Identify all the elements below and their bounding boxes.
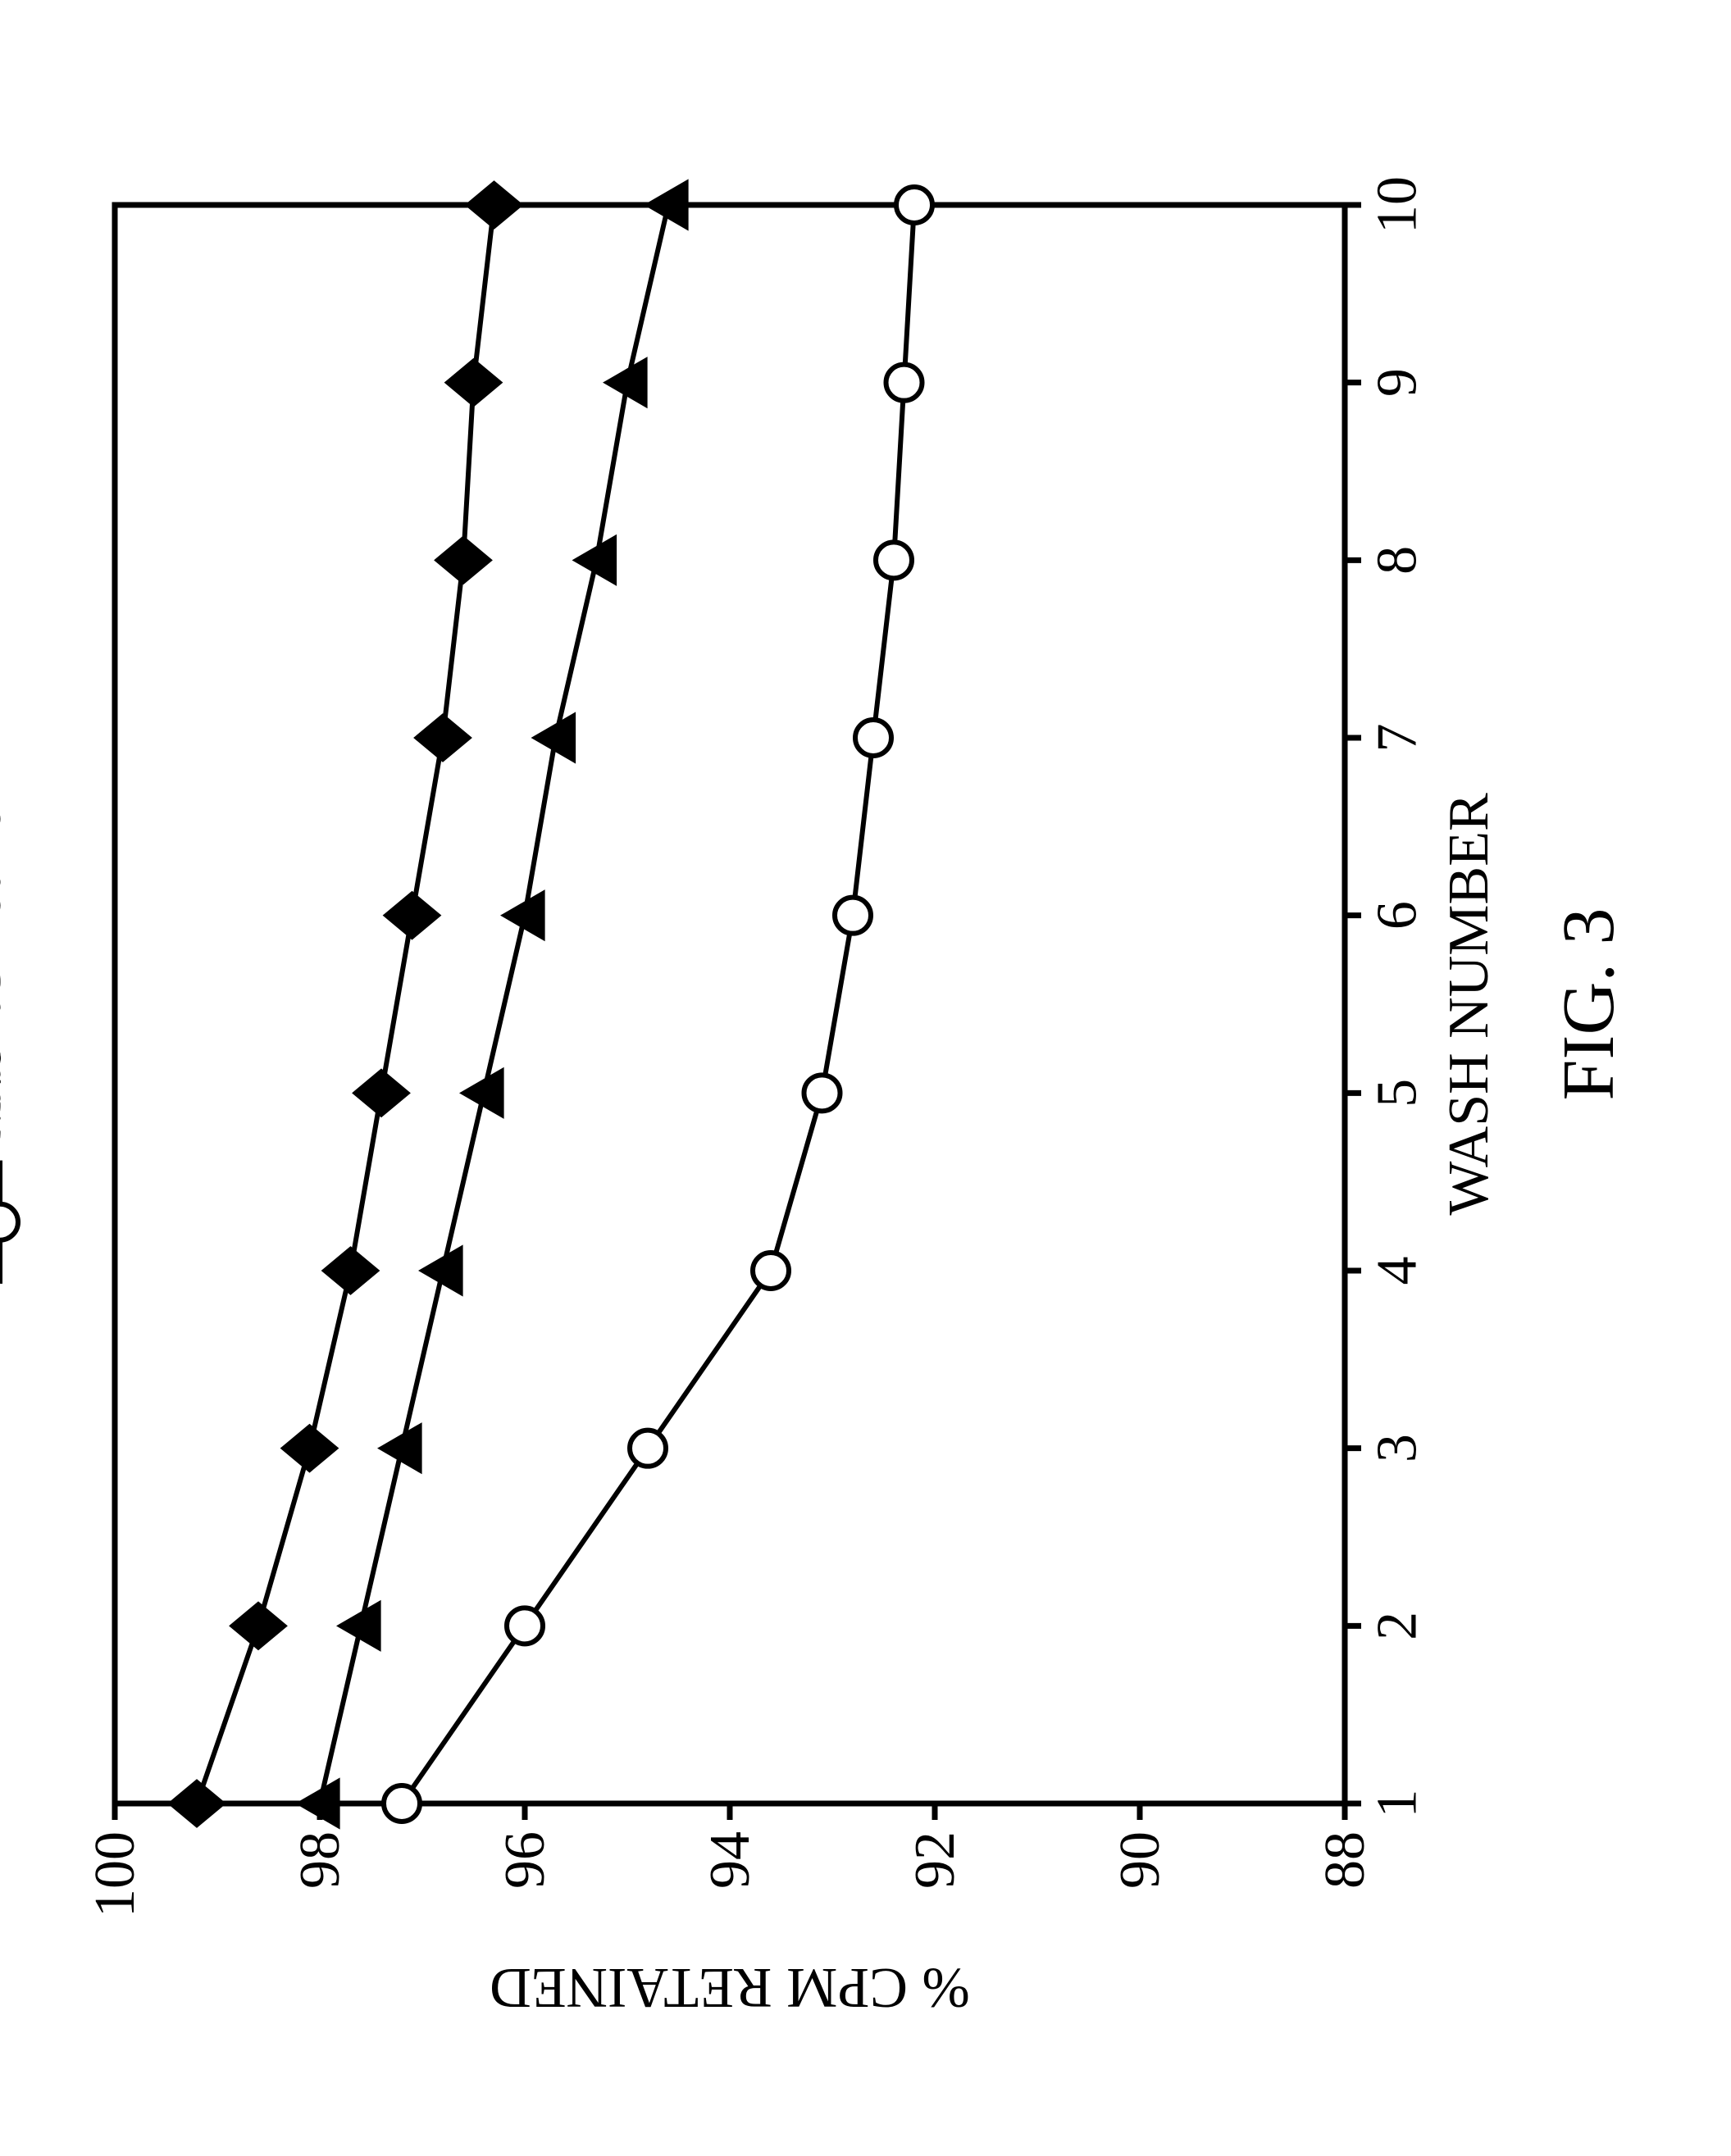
y-tick-label: 92 bbox=[904, 1831, 967, 1889]
x-tick-label: 1 bbox=[1366, 1790, 1429, 1818]
marker-circle-open bbox=[835, 898, 871, 934]
x-tick-label: 6 bbox=[1366, 901, 1429, 930]
x-tick-label: 10 bbox=[1366, 176, 1429, 234]
chart-svg: 1 2 3 4 5 6 7 8 9 10 88 90 92 94 96 98 100 WASH NUMBER % C… bbox=[0, 0, 1731, 2156]
marker-circle-open bbox=[630, 1431, 666, 1467]
y-axis-label: % CPM RETAINED bbox=[490, 1956, 970, 2019]
x-axis-label: WASH NUMBER bbox=[1437, 793, 1501, 1216]
marker-circle-open bbox=[507, 1608, 543, 1644]
y-tick-label: 90 bbox=[1109, 1831, 1172, 1889]
y-tick-label: 94 bbox=[699, 1831, 762, 1889]
y-tick-label: 96 bbox=[494, 1831, 557, 1889]
rotated-stage: 1 2 3 4 5 6 7 8 9 10 88 90 92 94 96 98 100 WASH NUMBER % C… bbox=[0, 0, 1731, 2156]
x-tick-label: 3 bbox=[1366, 1434, 1429, 1462]
y-tick-label: 100 bbox=[84, 1831, 147, 1917]
x-tick-label: 5 bbox=[1366, 1079, 1429, 1108]
x-tick-label: 4 bbox=[1366, 1257, 1429, 1285]
x-tick-label: 8 bbox=[1366, 546, 1429, 575]
marker-circle-open bbox=[804, 1075, 840, 1111]
marker-circle-open bbox=[753, 1253, 789, 1289]
marker-circle-open bbox=[886, 365, 922, 401]
marker-circle-open bbox=[384, 1785, 420, 1822]
figure-label: FIG. 3 bbox=[1548, 907, 1629, 1100]
marker-circle-open bbox=[876, 542, 912, 578]
marker-circle-open bbox=[0, 1204, 18, 1240]
x-tick-label: 7 bbox=[1366, 724, 1429, 753]
marker-circle-open bbox=[855, 720, 891, 756]
x-tick-label: 9 bbox=[1366, 368, 1429, 397]
y-tick-label: 98 bbox=[289, 1831, 352, 1889]
legend-label: 95 C PCR buffer bbox=[0, 791, 11, 1144]
marker-circle-open bbox=[896, 187, 932, 223]
y-tick-label: 88 bbox=[1314, 1831, 1377, 1889]
chart-canvas-wrapper: 1 2 3 4 5 6 7 8 9 10 88 90 92 94 96 98 100 WASH NUMBER % C… bbox=[0, 0, 1731, 2156]
x-tick-label: 2 bbox=[1366, 1612, 1429, 1640]
